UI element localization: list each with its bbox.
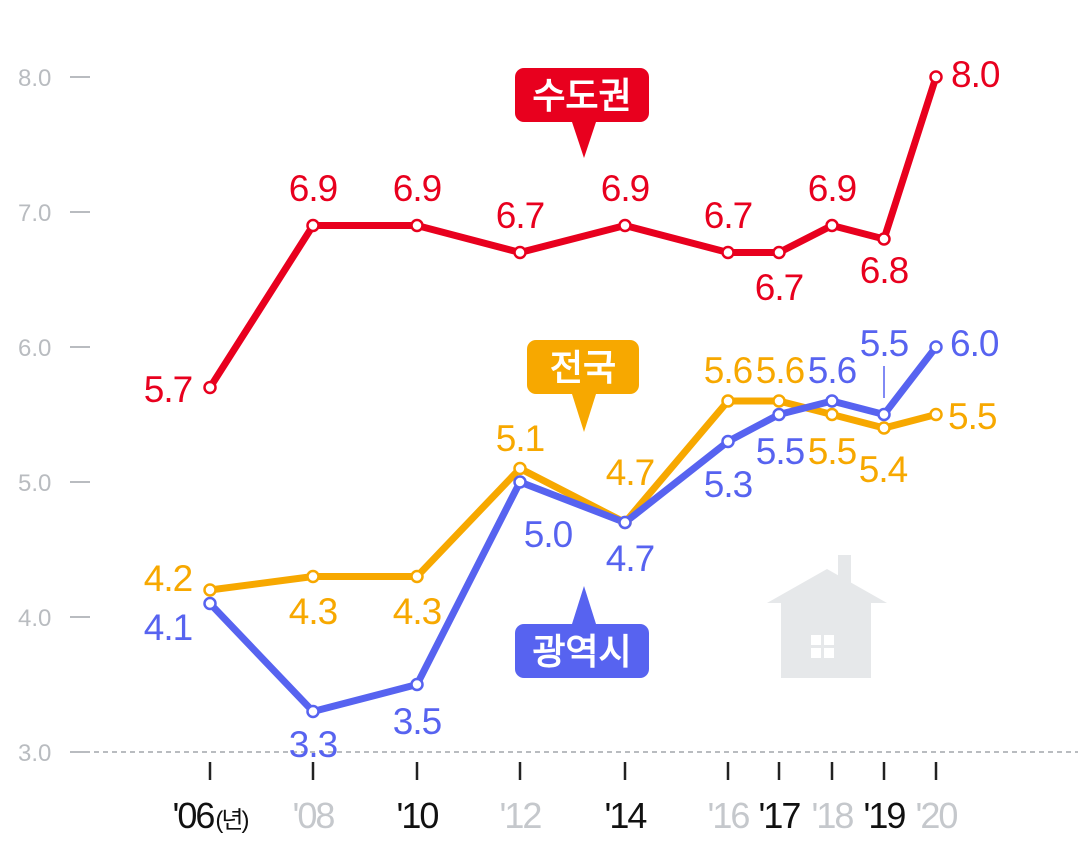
data-label: 4.3	[393, 591, 441, 632]
data-point	[772, 394, 786, 408]
y-tick-label: 3.0	[18, 740, 51, 767]
data-point	[203, 583, 217, 597]
data-label: 5.5	[756, 431, 805, 472]
data-point	[721, 434, 735, 449]
x-tick-label: '20	[916, 795, 958, 836]
x-tick-label: '08	[293, 795, 335, 836]
x-tick-label: '12	[500, 795, 542, 836]
x-tick-label: '10	[397, 795, 439, 836]
x-tick-label: '17	[759, 795, 801, 836]
legend-callout-label: 광역시	[532, 631, 631, 672]
data-point	[825, 407, 839, 422]
y-tick-label: 8.0	[18, 65, 51, 92]
data-label: 5.6	[808, 350, 856, 391]
data-label: 6.9	[289, 168, 337, 209]
legend-callout: 광역시	[515, 586, 649, 678]
data-point	[825, 394, 839, 408]
series-lines	[203, 70, 943, 719]
data-point	[929, 70, 943, 84]
data-label: 6.9	[601, 168, 649, 209]
x-tick-label: '18	[812, 795, 854, 836]
house-icon	[767, 555, 887, 678]
legend-callout: 전국	[527, 340, 639, 432]
data-label: 6.7	[704, 195, 752, 236]
data-label: 4.7	[606, 452, 654, 493]
x-unit-label: (년)	[215, 807, 248, 834]
x-tick-label: '19	[864, 795, 906, 836]
legend-callout-box	[515, 624, 649, 678]
data-label: 5.5	[808, 431, 857, 472]
data-point	[513, 475, 527, 489]
x-tick-label: '06(년)	[173, 795, 249, 836]
data-point	[513, 245, 527, 260]
data-label: 6.7	[496, 195, 544, 236]
data-point	[825, 218, 839, 233]
data-label: 5.1	[496, 418, 544, 459]
y-tick-label: 4.0	[18, 605, 51, 632]
data-label: 5.6	[756, 350, 804, 391]
data-point	[618, 218, 632, 233]
legend-callout-box	[527, 340, 639, 394]
data-label: 3.3	[289, 724, 337, 765]
series-line-1	[206, 397, 940, 594]
data-point	[203, 380, 217, 395]
data-point	[877, 232, 891, 246]
data-point	[929, 340, 943, 354]
data-point	[772, 407, 786, 422]
data-point	[513, 461, 527, 476]
data-point	[721, 245, 735, 260]
data-point	[306, 704, 320, 719]
legend-callout-label: 수도권	[532, 75, 631, 116]
data-label: 5.5	[860, 323, 909, 364]
x-tick-label: '16	[708, 795, 750, 836]
legend-callout-box	[515, 68, 649, 122]
data-label: 4.2	[144, 558, 192, 599]
data-point	[410, 677, 424, 692]
data-point	[877, 421, 891, 435]
data-label: 5.5	[948, 396, 997, 437]
series-line-2	[206, 343, 940, 715]
data-label: 8.0	[951, 54, 1000, 95]
legend-callout-pointer	[572, 586, 596, 624]
data-point	[877, 407, 891, 422]
data-label: 5.6	[704, 350, 752, 391]
data-point	[410, 218, 424, 233]
data-point	[203, 596, 217, 611]
y-tick-label: 7.0	[18, 200, 51, 227]
y-tick-label: 5.0	[18, 470, 51, 497]
y-tick-label: 6.0	[18, 335, 51, 362]
data-label: 5.7	[144, 369, 192, 410]
data-label: 6.9	[393, 168, 441, 209]
data-label: 3.5	[393, 701, 442, 742]
data-point	[306, 569, 320, 584]
data-label: 6.8	[860, 250, 908, 291]
legend-callout: 수도권	[515, 68, 649, 158]
data-point	[618, 515, 632, 530]
x-tick-label: '14	[605, 795, 647, 836]
legend-callout-pointer	[572, 122, 596, 158]
data-point	[721, 394, 735, 408]
data-point	[306, 218, 320, 233]
data-labels: 5.76.9 6.96.76.96.76.76.96.88.04.24.3 4.35…	[144, 54, 1001, 765]
data-label: 6.9	[808, 168, 856, 209]
data-label: 4.3	[289, 591, 337, 632]
series-line-0	[206, 73, 940, 391]
data-label: 4.7	[606, 538, 654, 579]
legend-callout-pointer	[572, 394, 596, 432]
axes: 3.04.05.06.07.08.0'06(년) '08'10'12'14'16 '…	[18, 65, 1078, 836]
legend-callout-label: 전국	[550, 347, 616, 388]
data-label: 5.4	[859, 449, 908, 490]
data-label: 5.3	[704, 464, 752, 505]
data-point	[929, 407, 943, 422]
data-label: 5.0	[524, 514, 573, 555]
data-point	[410, 569, 424, 584]
data-label: 6.7	[755, 267, 803, 308]
data-label: 4.1	[144, 607, 192, 648]
data-label: 6.0	[950, 323, 999, 364]
data-point	[772, 245, 786, 260]
